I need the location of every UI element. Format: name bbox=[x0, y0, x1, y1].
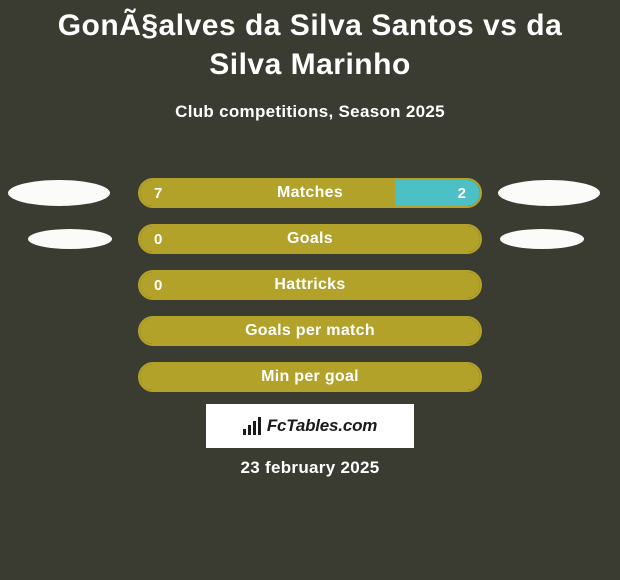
stat-row: Goals per match bbox=[0, 308, 620, 354]
stat-bar: Min per goal bbox=[138, 362, 482, 392]
stat-bar: Hattricks0 bbox=[138, 270, 482, 300]
stat-label: Min per goal bbox=[140, 364, 480, 390]
stat-label: Goals per match bbox=[140, 318, 480, 344]
player-marker-left bbox=[8, 180, 110, 206]
date-label: 23 february 2025 bbox=[0, 458, 620, 478]
stat-value-right: 2 bbox=[444, 180, 480, 206]
subtitle: Club competitions, Season 2025 bbox=[0, 102, 620, 122]
stat-bar: Matches7 2 bbox=[138, 178, 482, 208]
stat-rows: Matches72Goals0Hattricks0Goals per match… bbox=[0, 170, 620, 400]
stat-bar: Goals0 bbox=[138, 224, 482, 254]
brand-badge: FcTables.com bbox=[206, 404, 414, 448]
stat-row: Matches7 2 bbox=[0, 170, 620, 216]
player-marker-left bbox=[28, 229, 112, 249]
stat-bar: Goals per match bbox=[138, 316, 482, 346]
chart-bars-icon bbox=[243, 417, 261, 435]
stat-row: Min per goal bbox=[0, 354, 620, 400]
stat-row: Hattricks0 bbox=[0, 262, 620, 308]
stat-row: Goals0 bbox=[0, 216, 620, 262]
page-title: GonÃ§alves da Silva Santos vs da Silva M… bbox=[0, 0, 620, 84]
stat-value-left: 7 bbox=[140, 180, 176, 206]
player-marker-right bbox=[500, 229, 584, 249]
stat-label: Matches bbox=[140, 180, 480, 206]
brand-text: FcTables.com bbox=[267, 416, 377, 436]
player-marker-right bbox=[498, 180, 600, 206]
stat-label: Hattricks bbox=[140, 272, 480, 298]
stat-value-left: 0 bbox=[140, 272, 176, 298]
stat-value-left: 0 bbox=[140, 226, 176, 252]
stat-label: Goals bbox=[140, 226, 480, 252]
comparison-infographic: GonÃ§alves da Silva Santos vs da Silva M… bbox=[0, 0, 620, 580]
